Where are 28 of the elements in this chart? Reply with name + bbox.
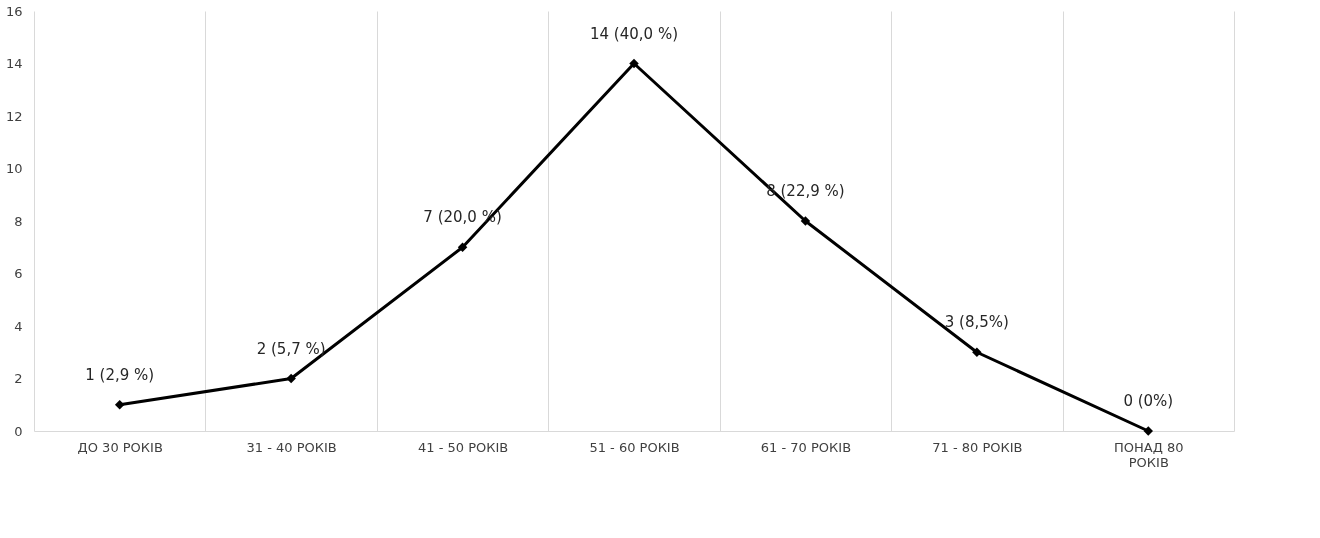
y-tick-label: 0 [14, 423, 23, 439]
y-tick-label: 14 [5, 56, 23, 71]
y-tick-label: 2 [14, 371, 23, 386]
data-label: 1 (2,9 %) [85, 365, 155, 384]
point [800, 216, 811, 226]
x-tick-label: ПОНАД 80 РОКІВ [1114, 439, 1184, 470]
data-label: 0 (0%) [1123, 392, 1174, 410]
x-tick-label: 31 - 40 РОКІВ [246, 439, 337, 455]
y-tick-label: 10 [5, 161, 23, 176]
data-label: 3 (8,5%) [944, 313, 1009, 332]
y-tick-label: 6 [14, 266, 23, 281]
x-tick-label: 71 - 80 РОКІВ [932, 439, 1023, 455]
point [114, 400, 125, 410]
y-tick-label: 16 [5, 3, 23, 19]
data-label: 14 (40,0 %) [590, 24, 678, 43]
point [1143, 426, 1154, 436]
x-tick-label: 51 - 60 РОКІВ [589, 439, 680, 455]
y-tick-label: 12 [5, 108, 23, 124]
x-tick-label: 41 - 50 РОКІВ [417, 439, 509, 455]
point [286, 373, 296, 384]
point [972, 347, 982, 357]
data-label: 2 (5,7 %) [256, 339, 326, 358]
y-tick-label: 8 [14, 213, 23, 229]
x-tick-label: 61 - 70 РОКІВ [760, 439, 852, 455]
x-tick-label: ДО 30 РОКІВ [77, 439, 163, 455]
point [457, 242, 468, 252]
y-tick-label: 4 [14, 318, 23, 334]
point [629, 58, 639, 69]
